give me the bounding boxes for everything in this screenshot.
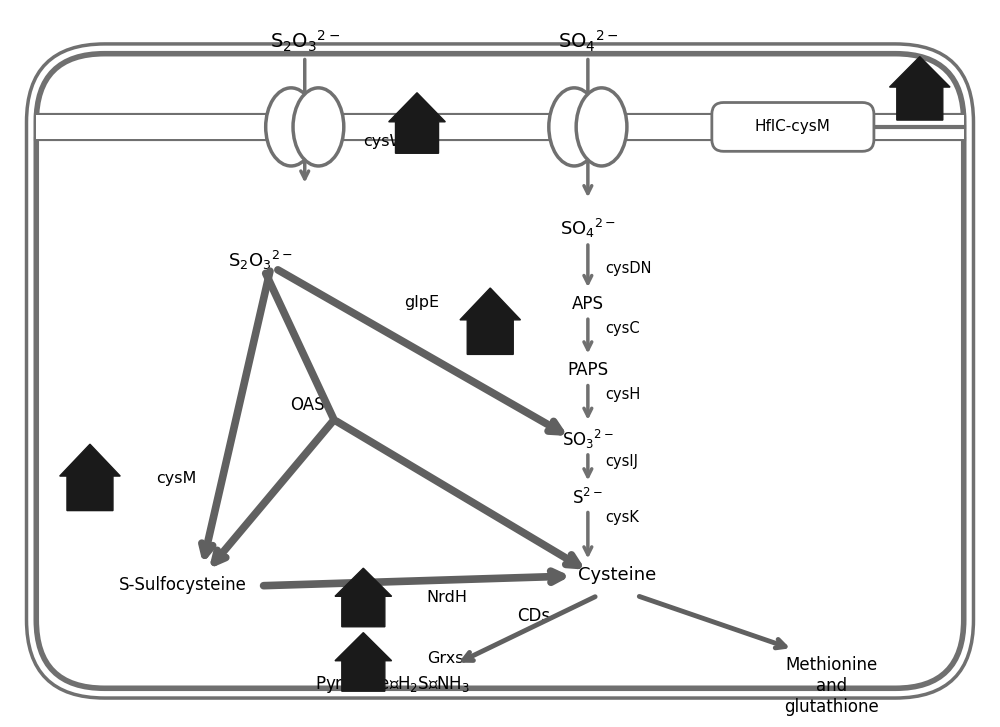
- Text: S$^{2-}$: S$^{2-}$: [572, 488, 603, 508]
- Polygon shape: [60, 444, 120, 510]
- Ellipse shape: [266, 88, 316, 166]
- Text: glpE: glpE: [404, 295, 439, 310]
- Text: Cysteine: Cysteine: [578, 566, 656, 585]
- Text: cysC: cysC: [605, 321, 640, 336]
- Text: OAS: OAS: [290, 396, 324, 414]
- Text: HflC-cysM: HflC-cysM: [755, 119, 831, 134]
- Text: CDs: CDs: [518, 607, 551, 625]
- Polygon shape: [335, 569, 392, 627]
- Text: cysW: cysW: [363, 134, 406, 149]
- Text: cysM: cysM: [156, 471, 197, 486]
- Text: Methionine
and
glutathione: Methionine and glutathione: [785, 656, 879, 715]
- Polygon shape: [335, 632, 392, 691]
- Text: SO$_3$$^{2-}$: SO$_3$$^{2-}$: [562, 427, 614, 451]
- Text: S-Sulfocysteine: S-Sulfocysteine: [119, 576, 247, 594]
- Text: S$_2$O$_3$$^{2-}$: S$_2$O$_3$$^{2-}$: [270, 29, 340, 55]
- Text: APS: APS: [572, 295, 604, 313]
- Text: SO$_4$$^{2-}$: SO$_4$$^{2-}$: [558, 29, 618, 55]
- Text: cysIJ: cysIJ: [605, 454, 638, 469]
- Text: Grxs: Grxs: [427, 651, 463, 667]
- Polygon shape: [389, 93, 445, 153]
- Polygon shape: [460, 288, 521, 354]
- Text: NrdH: NrdH: [427, 590, 468, 605]
- Text: PAPS: PAPS: [567, 361, 608, 379]
- Text: cysH: cysH: [605, 387, 641, 402]
- Polygon shape: [890, 57, 950, 120]
- Text: cysK: cysK: [605, 510, 639, 525]
- FancyBboxPatch shape: [712, 103, 874, 151]
- Bar: [36, 115, 964, 139]
- Ellipse shape: [293, 88, 344, 166]
- Ellipse shape: [576, 88, 627, 166]
- Text: S$_2$O$_3$$^{2-}$: S$_2$O$_3$$^{2-}$: [228, 249, 293, 272]
- Ellipse shape: [549, 88, 600, 166]
- Text: cysDN: cysDN: [605, 261, 652, 276]
- Text: SO$_4$$^{2-}$: SO$_4$$^{2-}$: [560, 217, 616, 240]
- Text: Pyruvate，H$_2$S，NH$_3$: Pyruvate，H$_2$S，NH$_3$: [315, 674, 470, 694]
